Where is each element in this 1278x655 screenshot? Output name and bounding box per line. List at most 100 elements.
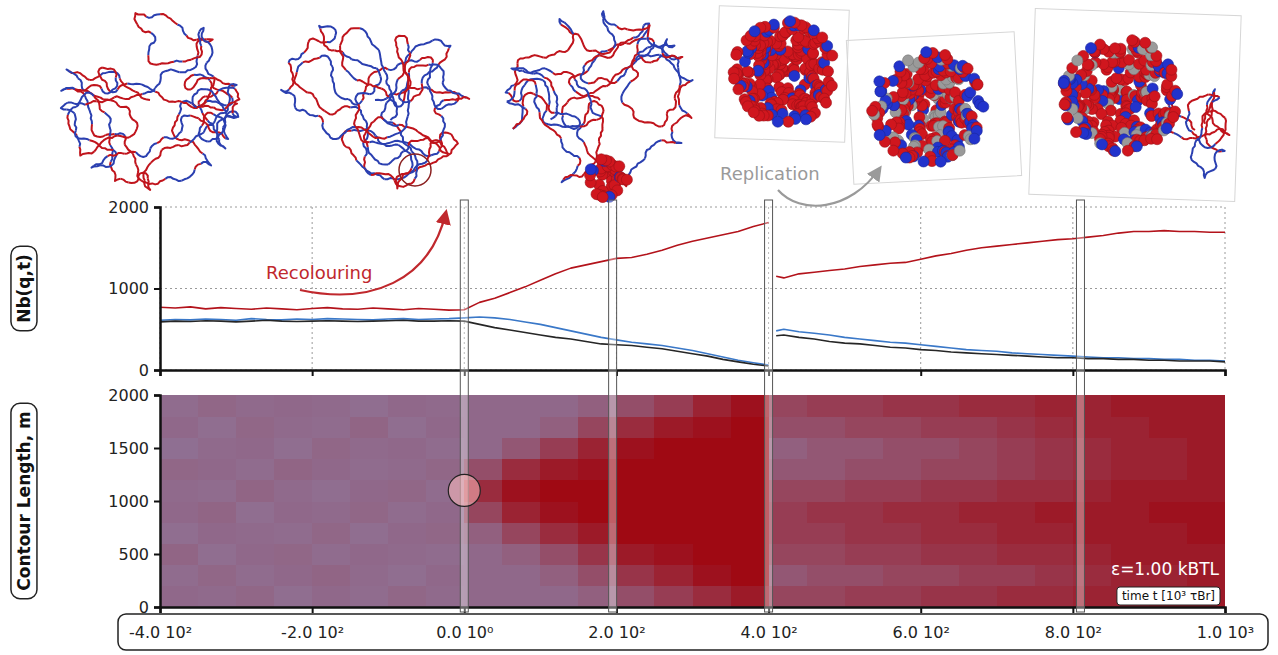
- chain-segment: [176, 139, 190, 142]
- chain-segment: [202, 113, 207, 120]
- heatmap-cell: [502, 459, 541, 481]
- tick-mark: [154, 501, 160, 503]
- tick: -4.0 10²: [129, 607, 192, 642]
- chain-segment: [381, 89, 389, 98]
- heatmap-cell: [807, 395, 846, 417]
- bead: [1127, 35, 1138, 46]
- heatmap-cell: [236, 565, 275, 587]
- grid-line: [160, 288, 1225, 289]
- chain-segment: [432, 39, 450, 48]
- heatmap-cell: [198, 437, 237, 459]
- chain-segment: [441, 102, 457, 109]
- bead: [789, 70, 800, 81]
- bead: [1109, 43, 1120, 54]
- chain-segment: [92, 124, 106, 137]
- heatmap-cell: [654, 543, 693, 565]
- tick-label: 4.0 10²: [740, 623, 797, 642]
- heatmap-cell: [464, 395, 503, 417]
- chain-segment: [281, 90, 292, 95]
- heatmap-cell: [1187, 459, 1225, 481]
- heatmap-cell: [198, 459, 237, 481]
- chain-segment: [339, 127, 356, 138]
- chain-segment: [398, 101, 404, 107]
- bead: [749, 26, 760, 37]
- chain-segment: [319, 116, 324, 123]
- chain-segment: [621, 94, 622, 103]
- chain-segment: [617, 26, 628, 29]
- heatmap-cell: [769, 522, 808, 544]
- heatmap-cell: [388, 543, 427, 565]
- chain-segment: [295, 108, 318, 117]
- heatmap-cell: [274, 501, 313, 523]
- chain-segment: [148, 33, 155, 55]
- heatmap-cell: [845, 586, 884, 607]
- heatmap-cell: [1187, 501, 1225, 523]
- tick-mark: [160, 607, 162, 613]
- heatmap-cell: [921, 543, 960, 565]
- grid-line: [312, 207, 313, 370]
- tick: 2000: [108, 386, 160, 405]
- chain-segment: [404, 76, 411, 101]
- chain-segment: [193, 89, 207, 107]
- heatmap-cell: [693, 395, 732, 417]
- heatmap-cell: [274, 395, 313, 417]
- chain-segment: [675, 68, 693, 81]
- bead: [1059, 78, 1070, 89]
- tick-label: 1.0 10³: [1197, 623, 1254, 642]
- chain-segment: [568, 34, 574, 50]
- tick: [1073, 370, 1074, 376]
- heatmap-cell: [731, 480, 770, 502]
- chain-segment: [410, 41, 432, 54]
- chain-segment: [314, 97, 325, 111]
- series-line: [160, 317, 1225, 365]
- chain-segment: [159, 62, 174, 64]
- bead: [1110, 146, 1121, 157]
- y-axis: 0500100015002000: [108, 386, 160, 617]
- chain-segment: [371, 173, 395, 180]
- chain-segment: [118, 83, 128, 89]
- heatmap-cell: [198, 395, 237, 417]
- chain-segment: [607, 27, 615, 48]
- heatmap-cell: [1149, 501, 1188, 523]
- chain-segment: [327, 36, 335, 43]
- heatmap-cell: [312, 586, 351, 607]
- chain-segment: [146, 14, 160, 18]
- heatmap-cell: [769, 543, 808, 565]
- heatmap-cell: [312, 480, 351, 502]
- heatmap-cell: [388, 416, 427, 438]
- chain-segment: [599, 116, 603, 141]
- chain-segment: [343, 52, 352, 59]
- chain-segment: [431, 140, 449, 154]
- bead: [972, 79, 983, 90]
- chain-segment: [661, 140, 675, 143]
- chain-segment: [536, 85, 537, 94]
- chain-segment: [205, 63, 213, 77]
- axis-title-box: [11, 403, 37, 598]
- heatmap-cell: [731, 459, 770, 481]
- chain-segment: [191, 78, 209, 90]
- heatmap-cell: [540, 459, 579, 481]
- chain-segment: [355, 93, 369, 104]
- heatmap-cell: [274, 416, 313, 438]
- heatmap-cell: [1149, 522, 1188, 544]
- bead: [1061, 112, 1072, 123]
- chain-segment: [90, 140, 114, 150]
- heatmap-cell: [388, 437, 427, 459]
- heatmap-cell: [769, 416, 808, 438]
- chain-segment: [540, 112, 544, 123]
- chain-segment: [679, 105, 687, 113]
- chain-segment: [443, 83, 467, 98]
- heatmap-cell: [274, 543, 313, 565]
- heatmap-cell: [959, 565, 998, 587]
- tick: 500: [118, 545, 160, 564]
- heatmap-cell: [350, 395, 389, 417]
- heatmap-cell: [198, 522, 237, 544]
- heatmap-cell: [883, 501, 922, 523]
- axis-line: [154, 208, 161, 371]
- axis-title-group: Contour Length, m: [11, 403, 37, 598]
- heatmap-cell: [540, 586, 579, 607]
- chain-segment: [420, 57, 433, 63]
- chain-segment: [387, 79, 398, 102]
- heatmap-cell: [388, 522, 427, 544]
- bead: [596, 154, 607, 165]
